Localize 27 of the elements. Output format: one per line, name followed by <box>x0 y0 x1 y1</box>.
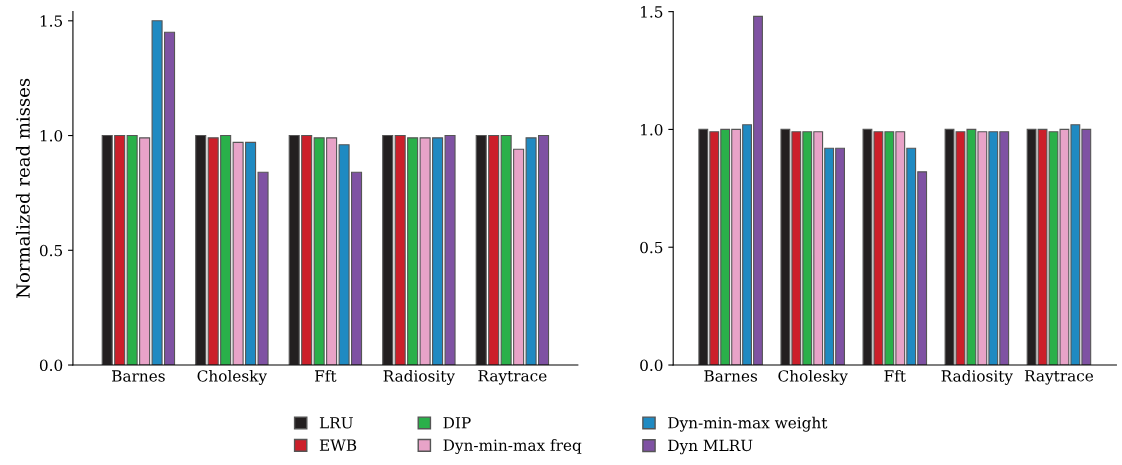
y-tick-label: 0.5 <box>39 244 63 257</box>
y-tick-label: 1.5 <box>641 6 663 18</box>
x-tick-label: Cholesky <box>778 369 848 385</box>
legend-label: EWB <box>319 439 357 451</box>
bar <box>382 134 394 366</box>
x-tick-label: Raytrace <box>478 370 547 385</box>
x-tick-label: Fft <box>884 369 906 382</box>
x-tick-label: Radiosity <box>383 369 455 385</box>
legend-label: LRU <box>319 417 353 429</box>
y-tick-label: 0.0 <box>640 359 663 372</box>
legend-label: Dyn-min-max freq <box>443 439 582 455</box>
x-tick-label: Barnes <box>112 370 165 382</box>
y-tick-label: 1.0 <box>40 130 63 142</box>
x-tick-label: Barnes <box>704 370 758 382</box>
y-tick-label: 0.0 <box>39 359 63 372</box>
legend-label: Dyn MLRU <box>668 439 753 455</box>
x-tick-label: Fft <box>315 369 337 382</box>
legend-label: DIP <box>443 417 471 429</box>
legend-label: Dyn-min-max weight <box>668 416 828 432</box>
bar <box>195 134 207 366</box>
y-tick-label: 1.5 <box>40 15 63 27</box>
y-tick-label: 1.0 <box>641 123 663 136</box>
x-tick-label: Raytrace <box>1024 370 1094 385</box>
x-tick-label: Cholesky <box>197 369 268 385</box>
y-tick-label: 0.5 <box>640 241 663 254</box>
y-axis-title: Normalized read misses <box>15 78 30 298</box>
x-tick-label: Radiosity <box>941 369 1013 385</box>
